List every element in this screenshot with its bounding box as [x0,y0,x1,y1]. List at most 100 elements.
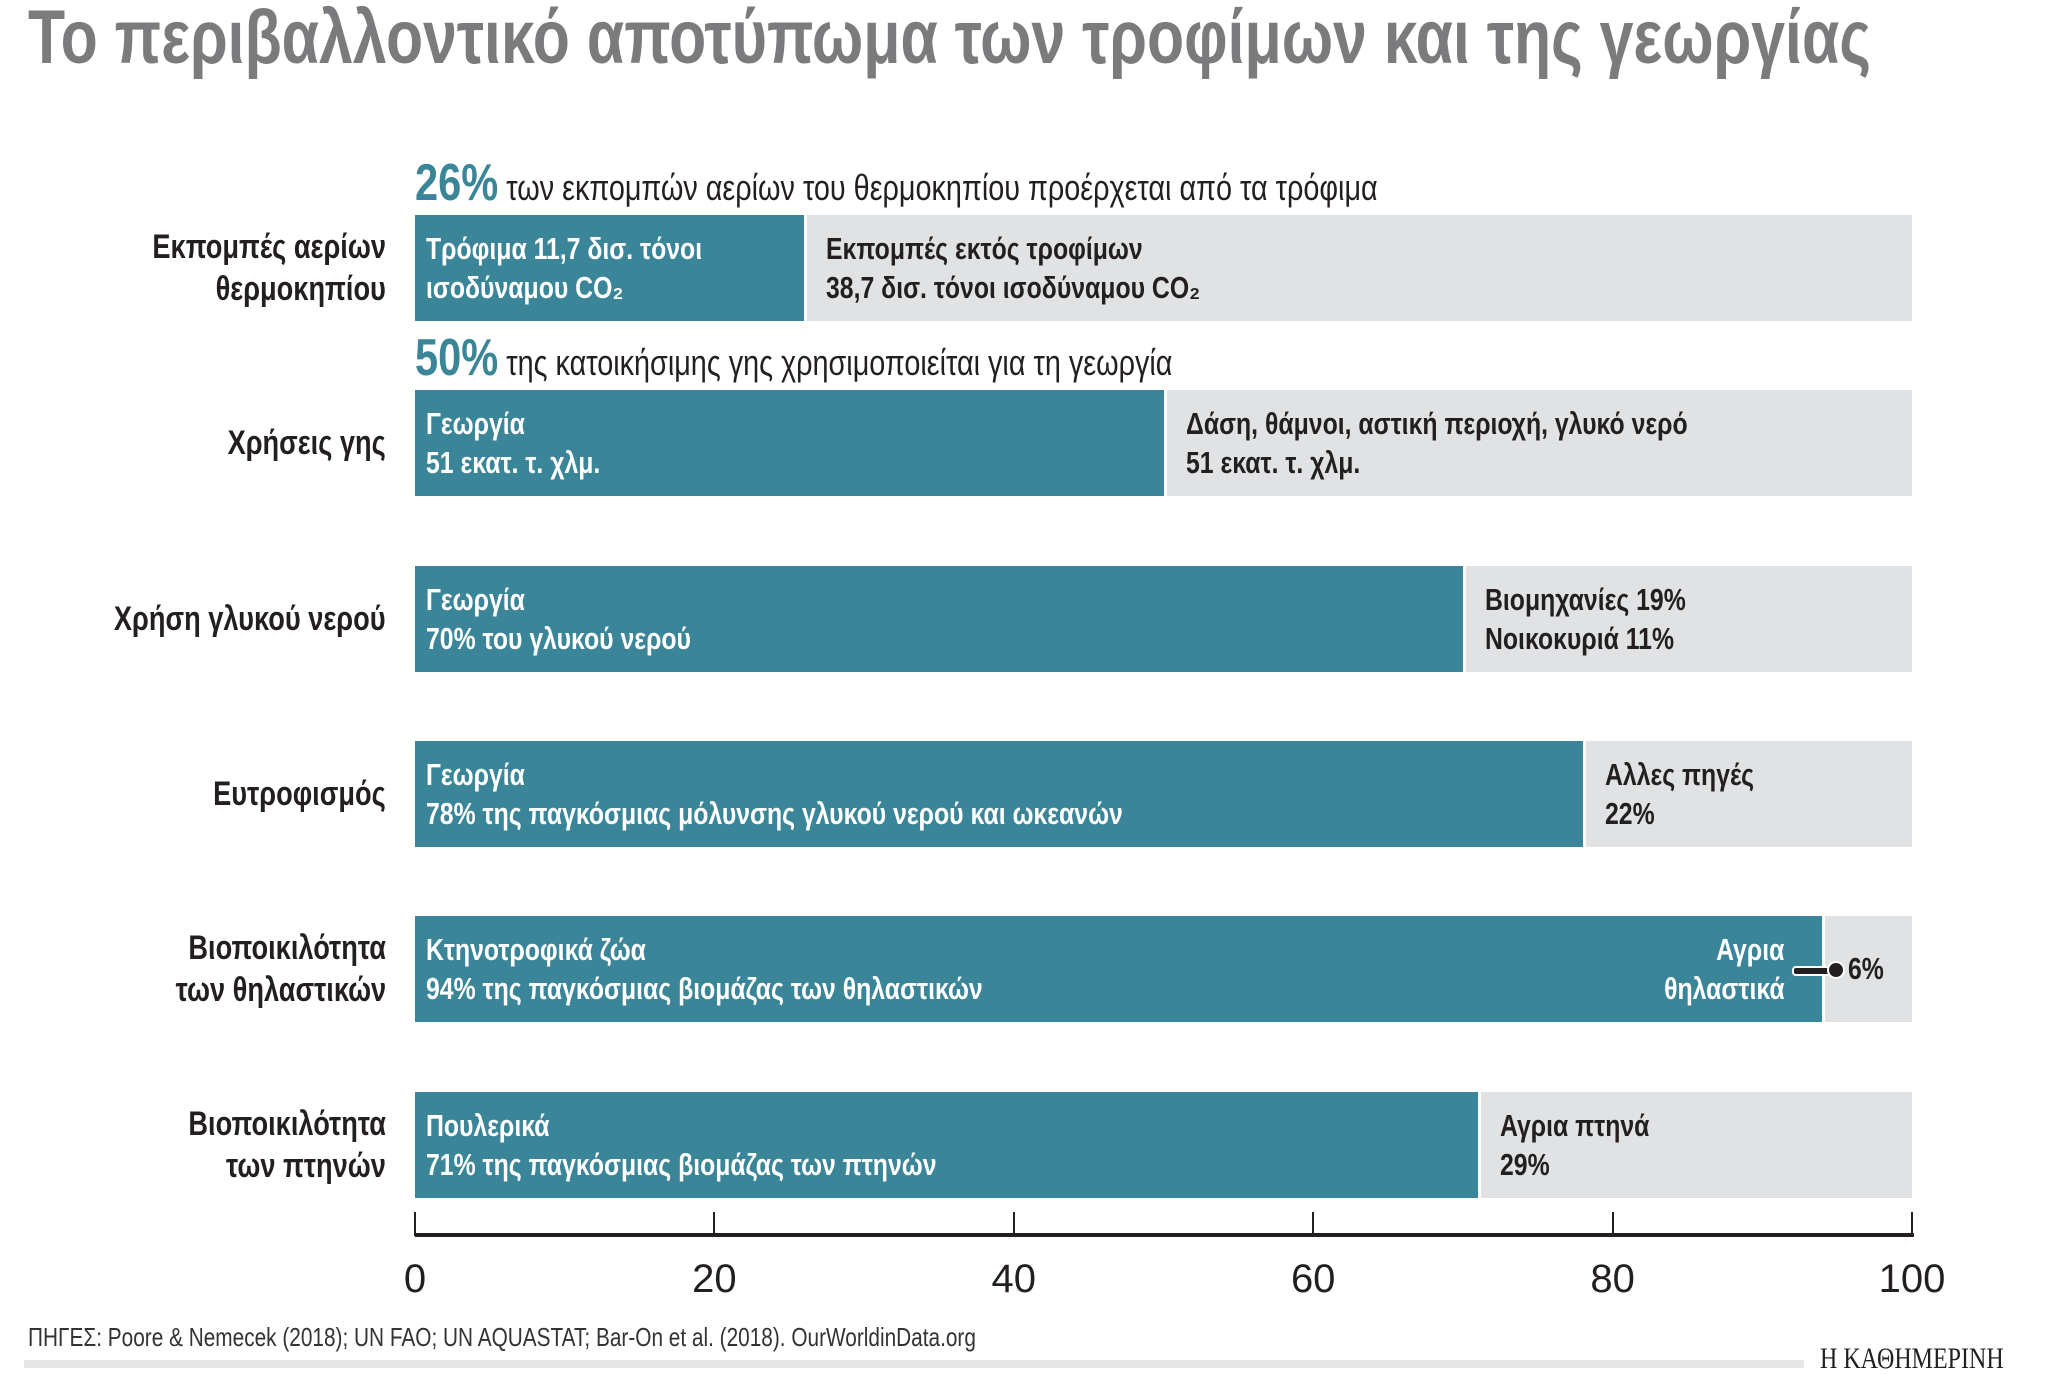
bar-label-text: Κτηνοτροφικά ζώα [426,932,646,968]
bar-label-line: Βιομηχανίες 19% [1485,580,1736,619]
category-text: θερμοκηπίου [215,270,386,308]
headline-description: των εκπομπών αερίων του θερμοκηπίου προέ… [506,167,1378,208]
category-label-line: των θηλαστικών [123,969,386,1011]
bar-remainder-label: Αλλες πηγές 22% [1605,755,1791,833]
bar-primary-label: Γεωργία 78% της παγκόσμιας μόλυνσης γλυκο… [426,755,1297,833]
bar-label-text: Νοικοκυριά 11% [1484,620,1674,656]
bar-label-line: Αγρια [1634,930,1785,969]
bar-label-text: Αλλες πηγές [1604,756,1754,792]
x-tick [1312,1212,1315,1236]
source-note: ΠΗΓΕΣ: Poore & Nemecek (2018); UN FAO; U… [28,1322,976,1352]
bar-label-text: Πουλερικά [426,1107,550,1143]
category-label: Εκπομπές αερίων θερμοκηπίου [94,226,386,310]
bar-label-text: Εκπομπές εκτός τροφίμων [826,231,1143,266]
bar-label-line: Κτηνοτροφικά ζώα [426,930,1122,969]
bar-label-text: 22% [1604,795,1655,831]
category-label-line: Ευτροφισμός [170,773,386,815]
bar-label-line: 29% [1500,1145,1687,1184]
headline-percent: 50% [415,329,499,388]
bar-label-text: 51 εκατ. τ. χλμ. [1185,445,1360,481]
x-tick-label: 60 [1290,1257,1336,1301]
x-tick-label: 80 [1590,1257,1635,1301]
bar-label-line: 51 εκατ. τ. χλμ. [1186,443,1813,482]
bar-label-line: 38,7 δισ. τόνοι ισοδύναμου CO₂ [826,268,1294,307]
x-axis-line [415,1233,1914,1237]
category-text: Χρήσεις γης [227,424,386,463]
category-label-line: Βιοποικιλότητα [123,927,386,969]
bar-primary-label: Τρόφιμα 11,7 δισ. τόνοι ισοδύναμου CO₂ [426,229,771,307]
bar-remainder [1465,565,1912,672]
bar-label-text: ισοδύναμου CO₂ [426,270,624,305]
bar-label-line: Γεωργία [426,580,757,619]
category-label: Βιοποικιλότητα των θηλαστικών [123,927,386,1011]
bar-label-text: Δάση, θάμνοι, αστική περιοχή, γλυκό νερό [1185,406,1688,442]
category-label: Χρήση γλυκού νερού [46,598,386,640]
bar-label-line: θηλαστικά [1634,969,1785,1008]
bar-label-line: Δάση, θάμνοι, αστική περιοχή, γλυκό νερό [1186,404,1813,443]
bar-label-text: θηλαστικά [1663,971,1785,1007]
x-tick [713,1212,716,1236]
bar-label-text: 51 εκατ. τ. χλμ. [426,445,601,481]
bar-inner-right-label: Αγρια θηλαστικά [1634,930,1785,1008]
bar-label-text: 70% του γλυκού νερού [426,620,691,656]
x-tick [1611,1212,1614,1236]
bar-label-line: Γεωργία [426,404,644,443]
x-tick [1012,1212,1015,1236]
category-label: Χρήσεις γης [188,422,386,464]
bar-remainder [1585,740,1912,847]
headline-percent: 26% [415,154,499,212]
bar-remainder [1480,1091,1912,1198]
bar-remainder [1166,390,1912,497]
bar-label-line: Αλλες πηγές [1605,755,1791,794]
x-tick-label: 40 [991,1257,1037,1301]
publisher-logo: Η ΚΑΘΗΜΕΡΙΝΗ [1820,1342,2004,1375]
bar-remainder-label: Εκπομπές εκτός τροφίμων 38,7 δισ. τόνοι ι… [826,229,1294,307]
bar-primary [415,740,1583,847]
headline: 50% της κατοικήσιμης γης χρησιμοποιείται … [415,328,1362,388]
bar-primary-label: Πουλερικά 71% της παγκόσμιας βιομάζας των… [426,1106,1064,1184]
category-label-line: Βιοποικιλότητα [139,1103,386,1145]
bar-remainder-label: Δάση, θάμνοι, αστική περιοχή, γλυκό νερό… [1186,404,1813,482]
bar-label-text: 29% [1499,1146,1550,1182]
bar-label-text: Βιομηχανίες 19% [1484,581,1686,617]
bar-label-text: Αγρια [1715,932,1785,968]
bar-remainder-value: 6% [1848,949,1893,988]
category-text: Βιοποικιλότητα [188,1104,386,1143]
x-tick-label: 0 [403,1257,427,1301]
bar-label-text: 78% της παγκόσμιας μόλυνσης γλυκού νερού… [426,795,1123,831]
category-label-line: θερμοκηπίου [94,268,386,310]
bar-label-line: Πουλερικά [426,1106,1064,1145]
footer-rule [24,1360,1804,1368]
bar-label-line: 94% της παγκόσμιας βιομάζας των θηλαστικ… [426,969,1122,1008]
bar-label-line: Αγρια πτηνά [1500,1106,1687,1145]
bar-label-text: 38,7 δισ. τόνοι ισοδύναμου CO₂ [826,270,1201,305]
category-text: των πτηνών [226,1146,386,1185]
bar-label-text: Γεωργία [426,756,525,792]
bar-label-line: 71% της παγκόσμιας βιομάζας των πτηνών [426,1145,1064,1184]
category-label: Βιοποικιλότητα των πτηνών [139,1103,386,1187]
category-text: των θηλαστικών [175,971,386,1010]
bar-remainder [807,215,1912,321]
category-text: Εκπομπές αερίων [152,228,386,266]
x-tick [1911,1212,1913,1236]
bar-label-line: Νοικοκυριά 11% [1485,619,1736,658]
category-text: Ευτροφισμός [213,774,386,813]
bar-label-text: Γεωργία [426,406,525,442]
connector-dot [1827,961,1846,980]
bar-label-text: Τρόφιμα 11,7 δισ. τόνοι [426,231,703,266]
headline: 26% των εκπομπών αερίων του θερμοκηπίου π… [415,153,1618,213]
category-label-line: Χρήσεις γης [188,422,386,464]
bar-primary-label: Κτηνοτροφικά ζώα 94% της παγκόσμιας βιομά… [426,930,1122,1008]
bar-label-text: 71% της παγκόσμιας βιομάζας των πτηνών [426,1146,937,1182]
x-tick [414,1212,416,1236]
bar-primary [415,390,1164,497]
headline-text-wrap: 26% των εκπομπών αερίων του θερμοκηπίου π… [415,153,1378,213]
bar-label-line: Γεωργία [426,755,1297,794]
bar-label-line: ισοδύναμου CO₂ [426,268,771,307]
bar-primary [415,1091,1478,1198]
bar-label-line: 78% της παγκόσμιας μόλυνσης γλυκού νερού… [426,794,1297,833]
bar-remainder-label: Αγρια πτηνά 29% [1500,1106,1687,1184]
x-tick-label: 20 [692,1257,737,1301]
headline-text-wrap: 50% της κατοικήσιμης γης χρησιμοποιείται … [415,328,1172,388]
bar-label-text: Αγρια πτηνά [1499,1107,1650,1143]
